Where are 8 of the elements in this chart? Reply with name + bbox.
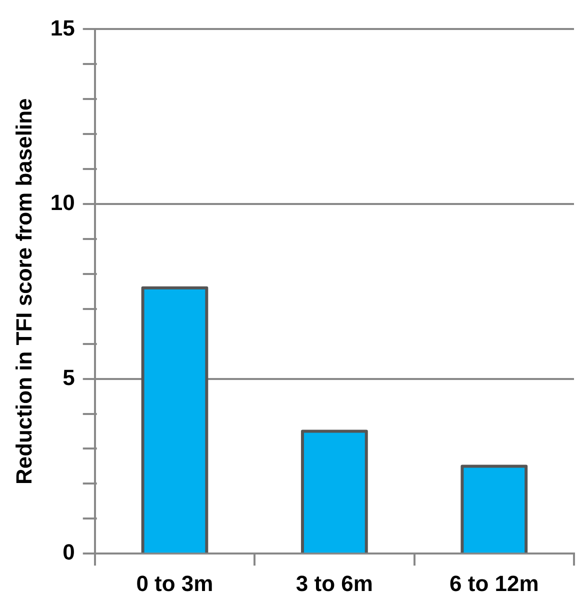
x-tick-label: 0 to 3m <box>136 570 214 596</box>
x-tick-label: 6 to 12m <box>450 570 539 596</box>
y-tick-label: 10 <box>50 190 75 216</box>
y-tick-label: 5 <box>62 364 75 390</box>
x-tick-label: 3 to 6m <box>296 570 373 596</box>
y-tick-label: 15 <box>50 15 75 40</box>
y-tick-label: 0 <box>62 540 75 565</box>
y-axis-title: Reduction in TFI score from baseline <box>11 98 36 485</box>
